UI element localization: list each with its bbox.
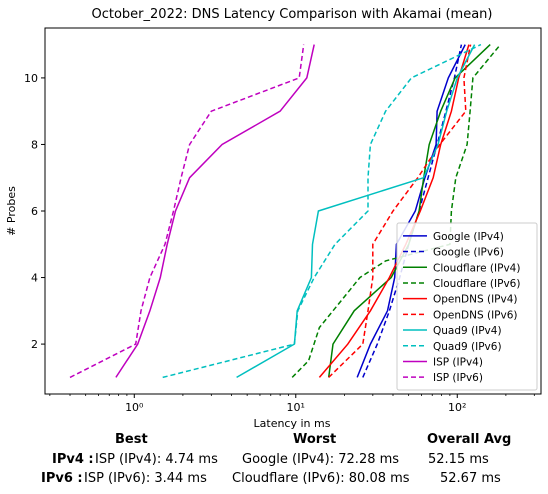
y-tick-label: 8 [31, 138, 38, 151]
legend-label: Cloudflare (IPv6) [433, 278, 520, 290]
series-line-2 [327, 44, 491, 378]
series-line-8 [115, 44, 315, 378]
y-tick-label: 6 [31, 205, 38, 218]
ipv4-row-label: IPv4 : [52, 452, 94, 467]
legend-label: OpenDNS (IPv4) [433, 294, 518, 306]
legend-label: OpenDNS (IPv6) [433, 309, 518, 321]
series-line-7 [162, 43, 482, 379]
y-tick-label: 10 [24, 72, 38, 85]
legend-label: Cloudflare (IPv4) [433, 262, 520, 274]
series-line-9 [69, 44, 305, 379]
ipv4-best-value: ISP (IPv4): 4.74 ms [95, 452, 218, 467]
y-axis-label: # Probes [5, 186, 18, 236]
legend-box [396, 222, 538, 391]
chart-title: October_2022: DNS Latency Comparison wit… [92, 7, 493, 22]
legend-label: Quad9 (IPv4) [433, 325, 502, 337]
best-header: Best [115, 432, 148, 447]
ipv4-avg-value: 52.15 ms [428, 452, 489, 467]
y-tick-label: 2 [31, 338, 38, 351]
series-line-4 [318, 44, 470, 378]
stats-summary: Best Worst Overall Avg IPv4 : ISP (IPv4)… [0, 428, 548, 494]
legend-label: ISP (IPv6) [433, 372, 483, 384]
axis-ticks: 10⁰ 10¹ 10² 2 4 6 8 10 [24, 72, 535, 414]
series-lines [69, 43, 501, 379]
x-tick-label: 10¹ [287, 401, 305, 414]
legend-label: Quad9 (IPv6) [433, 341, 502, 353]
legend-label: ISP (IPv4) [433, 356, 483, 368]
worst-header: Worst [293, 432, 337, 447]
series-line-0 [356, 44, 466, 378]
legend-label: Google (IPv6) [433, 247, 504, 259]
ipv6-best-value: ISP (IPv6): 3.44 ms [84, 471, 207, 486]
series-line-6 [236, 44, 476, 379]
legend: Google (IPv4) Google (IPv6) Cloudflare (IP… [396, 222, 538, 391]
y-tick-label: 4 [31, 272, 38, 285]
ipv6-worst-value: Cloudflare (IPv6): 80.08 ms [232, 471, 410, 486]
x-tick-label: 10⁰ [125, 401, 144, 414]
overall-avg-header: Overall Avg [427, 432, 512, 447]
ipv4-worst-value: Google (IPv4): 72.28 ms [242, 452, 400, 467]
x-axis-label: Latency in ms [254, 417, 331, 430]
series-line-1 [362, 44, 463, 378]
ipv6-row-label: IPv6 : [41, 471, 83, 486]
x-tick-label: 10² [448, 401, 466, 414]
latency-chart: October_2022: DNS Latency Comparison wit… [5, 7, 542, 430]
legend-label: Google (IPv4) [433, 231, 504, 243]
ipv6-avg-value: 52.67 ms [440, 471, 501, 486]
series-line-5 [328, 44, 472, 378]
